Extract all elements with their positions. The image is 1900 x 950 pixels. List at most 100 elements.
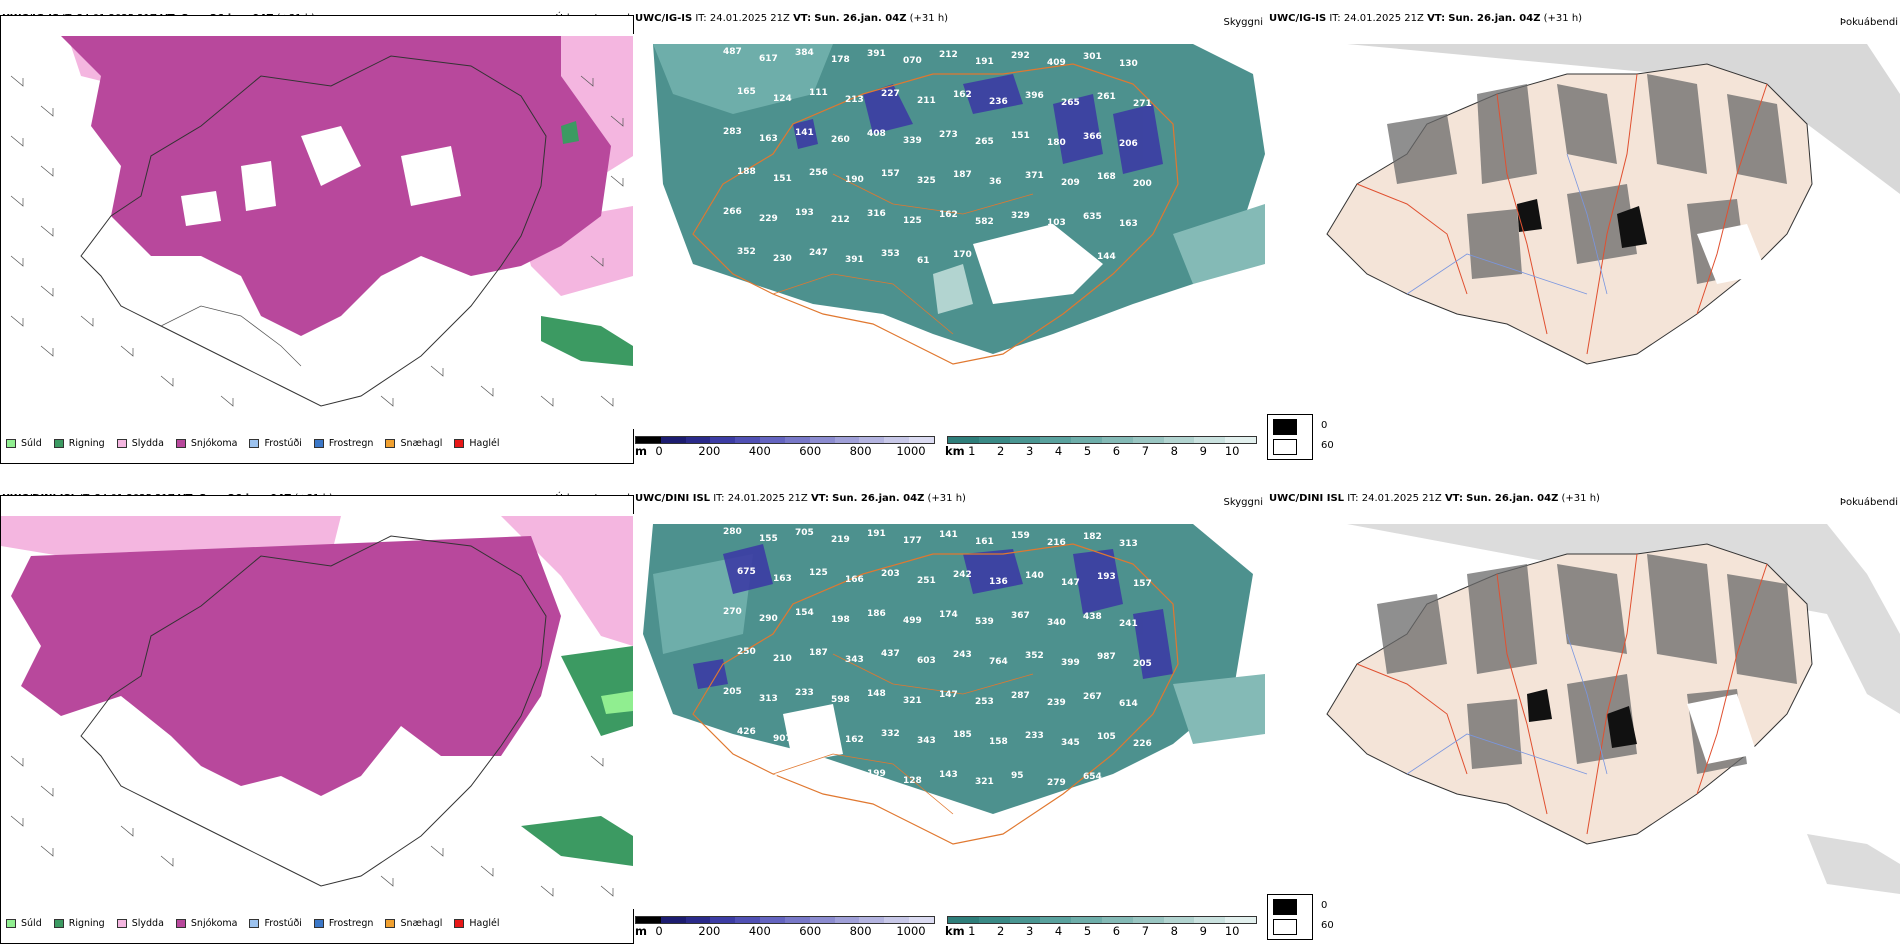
visibility-value-label: 216 bbox=[1047, 538, 1066, 548]
visibility-value-label: 125 bbox=[903, 216, 922, 226]
visibility-value-label: 292 bbox=[1011, 51, 1030, 61]
visibility-value-label: 151 bbox=[773, 174, 792, 184]
visibility-value-label: 230 bbox=[773, 254, 792, 264]
colorbar-cell bbox=[1071, 437, 1102, 443]
colorbar-tick-label: 4 bbox=[1054, 924, 1063, 938]
panel-title: Skyggni bbox=[1223, 17, 1263, 28]
visibility-value-label: 125 bbox=[809, 568, 828, 578]
visibility-value-label: 764 bbox=[989, 657, 1008, 667]
visibility-value-label: 213 bbox=[845, 95, 864, 105]
visibility-value-label: 226 bbox=[1133, 739, 1152, 749]
colorbar-cell bbox=[1163, 437, 1195, 443]
colorbar-cell bbox=[978, 917, 1010, 923]
visibility-value-label: 147 bbox=[1061, 578, 1080, 588]
legend-item: Slydda bbox=[116, 918, 164, 929]
fog-legend-value: 0 bbox=[1321, 420, 1328, 431]
colorbar-tick-label: 8 bbox=[1170, 444, 1178, 458]
legend-item: Snjókoma bbox=[175, 918, 237, 929]
visibility-value-label: 271 bbox=[1133, 99, 1152, 109]
colorbar-cell bbox=[1101, 917, 1133, 923]
colorbar-cell bbox=[784, 917, 810, 923]
colorbar-cell bbox=[685, 437, 711, 443]
visibility-value-label: 267 bbox=[1083, 692, 1102, 702]
colorbar-tick-label: 400 bbox=[748, 924, 771, 938]
visibility-value-label: 343 bbox=[845, 655, 864, 665]
colorbar-cell bbox=[735, 437, 761, 443]
visibility-value-label: 886 bbox=[759, 774, 778, 784]
legend-item: Súld bbox=[6, 438, 42, 449]
visibility-value-label: 539 bbox=[975, 617, 994, 627]
panel-title: Skyggni bbox=[1223, 497, 1263, 508]
visibility-value-label: 391 bbox=[867, 49, 886, 59]
colorbar-tick-label: 10 bbox=[1224, 444, 1240, 458]
colorbar-tick-label: 600 bbox=[799, 444, 822, 458]
colorbar-cell bbox=[784, 437, 810, 443]
row1: UWC/IG-IS IT: 24.01.2025 21Z VT: Sun. 26… bbox=[0, 0, 1900, 470]
fog-map-1 bbox=[1267, 34, 1900, 429]
visibility-value-label: 162 bbox=[845, 735, 864, 745]
panel-header: UWC/IG-IS IT: 24.01.2025 21Z VT: Sun. 26… bbox=[1269, 13, 1583, 24]
visibility-value-label: 279 bbox=[1047, 778, 1066, 788]
fog-legend bbox=[1267, 894, 1313, 940]
visibility-value-label: 193 bbox=[795, 208, 814, 218]
visibility-value-label: 144 bbox=[1097, 252, 1116, 262]
visibility-value-label: 384 bbox=[795, 768, 814, 778]
visibility-value-label: 273 bbox=[939, 130, 958, 140]
visibility-value-label: 162 bbox=[953, 90, 972, 100]
colorbar-cell bbox=[1040, 437, 1072, 443]
colorbar-cell bbox=[760, 437, 785, 443]
colorbar-cell bbox=[909, 917, 934, 923]
visibility-value-label: 138 bbox=[845, 815, 864, 825]
colorbar-cell bbox=[1194, 437, 1226, 443]
precip-legend: Súld Rigning Slydda Snjókoma Frostúði Fr… bbox=[6, 438, 512, 449]
row2: UWC/DINI ISL IT: 24.01.2025 21Z VT: Sun.… bbox=[0, 480, 1900, 950]
legend-item: Snæhagl bbox=[385, 918, 442, 929]
visibility-value-label: 241 bbox=[1119, 619, 1138, 629]
visibility-value-label: 325 bbox=[917, 176, 936, 186]
visibility-value-label: 134 bbox=[809, 728, 828, 738]
visibility-value-label: 205 bbox=[1133, 659, 1152, 669]
visibility-value-label: 426 bbox=[737, 727, 756, 737]
visibility-value-label: 200 bbox=[1133, 179, 1152, 189]
colorbar-cell bbox=[1009, 437, 1041, 443]
visibility-value-label: 147 bbox=[939, 690, 958, 700]
colorbar-tick-label: 5 bbox=[1083, 924, 1092, 938]
colorbar-cell bbox=[1225, 437, 1256, 443]
colorbar-cell bbox=[884, 437, 910, 443]
visibility-value-label: 206 bbox=[1119, 139, 1138, 149]
fog-legend-row bbox=[1273, 439, 1307, 455]
visibility-map-2: 280 155 705 219 191 177 141 161 159 216 182 313 675 1… bbox=[633, 514, 1265, 909]
legend-item: Frostúði bbox=[249, 438, 302, 449]
visibility-value-label: 229 bbox=[759, 214, 778, 224]
colorbar-cell bbox=[1132, 917, 1164, 923]
visibility-value-label: 391 bbox=[845, 255, 864, 265]
colorbar-cell bbox=[948, 437, 979, 443]
colorbar-cell bbox=[1132, 437, 1164, 443]
visibility-value-label: 209 bbox=[1061, 178, 1080, 188]
visibility-value-label: 396 bbox=[1025, 91, 1044, 101]
visibility-value-label: 265 bbox=[1061, 98, 1080, 108]
visibility-panel-2: UWC/DINI ISL IT: 24.01.2025 21Z VT: Sun.… bbox=[633, 492, 1267, 944]
cloudbase-colorbar: 0 200 400 600 800 1000 m bbox=[635, 436, 935, 458]
visibility-value-label: 270 bbox=[723, 607, 742, 617]
colorbar-cell bbox=[1071, 917, 1102, 923]
visibility-value-label: 158 bbox=[989, 737, 1008, 747]
visibility-value-label: 154 bbox=[795, 608, 814, 618]
visibility-value-label: 163 bbox=[1119, 219, 1138, 229]
colorbar-tick-label: 1000 bbox=[896, 924, 926, 938]
colorbar-tick-label: 400 bbox=[748, 444, 771, 458]
colorbar-tick-label: 7 bbox=[1141, 924, 1150, 938]
legend-item: Slydda bbox=[116, 438, 164, 449]
visibility-value-label: 141 bbox=[939, 530, 958, 540]
visibility-value-label: 233 bbox=[1025, 731, 1044, 741]
map-frame bbox=[0, 495, 634, 944]
visibility-value-label: 36 bbox=[989, 177, 1002, 187]
colorbar-cell bbox=[660, 917, 686, 923]
visibility-value-label: 370 bbox=[831, 775, 850, 785]
visibility-value-label: 95 bbox=[1011, 771, 1024, 781]
visibility-value-label: 256 bbox=[809, 168, 828, 178]
fog-legend-value: 60 bbox=[1321, 440, 1334, 451]
legend-item: Haglél bbox=[454, 918, 500, 929]
visibility-value-label: 187 bbox=[953, 170, 972, 180]
colorbar-tick-label: 0 bbox=[655, 444, 663, 458]
